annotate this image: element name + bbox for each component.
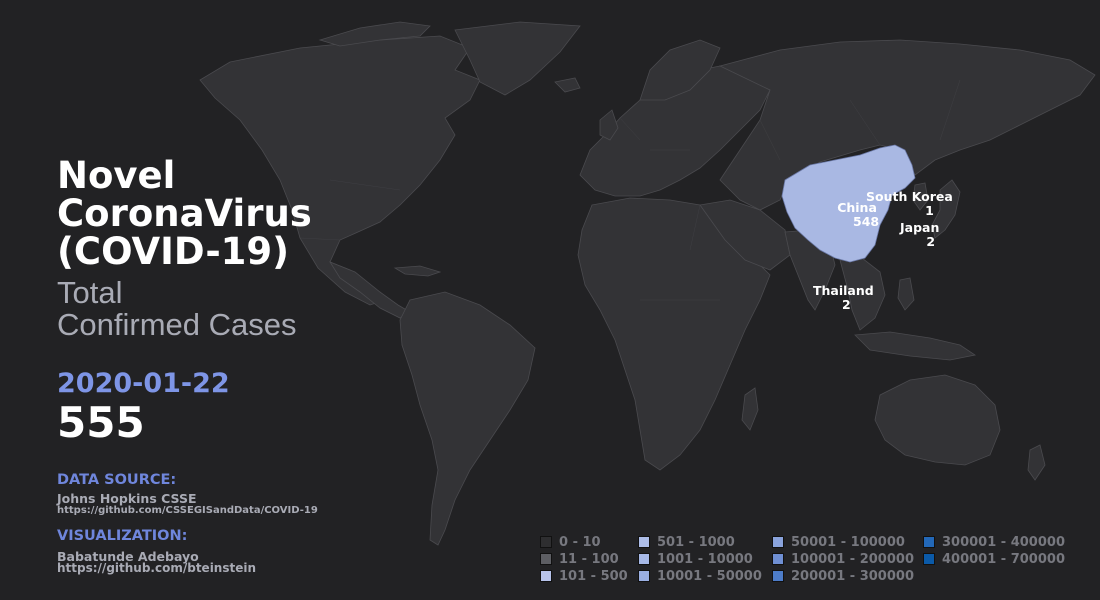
- legend-label: 11 - 100: [559, 551, 619, 567]
- land-korea: [912, 182, 929, 211]
- legend-item: 11 - 100: [540, 551, 619, 567]
- land-madagascar: [741, 387, 759, 431]
- legend-label: 1001 - 10000: [657, 551, 753, 567]
- country-label-japan: Japan 2: [900, 221, 939, 249]
- land-iceland: [554, 77, 581, 93]
- land-scandinavia: [639, 39, 721, 101]
- land-south-america: [399, 291, 536, 546]
- legend-label: 50001 - 100000: [791, 534, 905, 550]
- country-borders: [299, 79, 961, 301]
- land-new-zealand: [1027, 444, 1046, 481]
- legend-item: 501 - 1000: [638, 534, 735, 550]
- land-indonesia: [854, 331, 977, 361]
- legend-swatch: [772, 553, 784, 565]
- legend-label: 101 - 500: [559, 568, 628, 584]
- land-asia: [718, 39, 1096, 211]
- country-value: 548: [853, 214, 880, 229]
- land-philippines: [897, 277, 915, 311]
- legend-item: 100001 - 200000: [772, 551, 914, 567]
- legend-label: 10001 - 50000: [657, 568, 762, 584]
- country-value: 2: [926, 234, 936, 249]
- visualization-name: Babatunde Adebayo: [57, 549, 199, 564]
- legend-swatch: [540, 536, 552, 548]
- legend-swatch: [638, 536, 650, 548]
- legend-label: 400001 - 700000: [942, 551, 1065, 567]
- legend-item: 1001 - 10000: [638, 551, 753, 567]
- visualization-heading: VISUALIZATION:: [57, 528, 188, 544]
- legend-swatch: [772, 536, 784, 548]
- legend-swatch: [540, 553, 552, 565]
- visualization-url[interactable]: https://github.com/bteinstein: [57, 561, 257, 575]
- country-label-thailand: Thailand 2: [813, 284, 874, 312]
- land-china: [781, 144, 916, 263]
- data-source-url[interactable]: https://github.com/CSSEGISandData/COVID-…: [57, 505, 318, 516]
- land-southeast-asia: [839, 257, 886, 331]
- legend-swatch: [772, 570, 784, 582]
- legend-item: 50001 - 100000: [772, 534, 905, 550]
- data-source-name: Johns Hopkins CSSE: [57, 491, 197, 506]
- subtitle-line: Confirmed Cases: [57, 307, 297, 342]
- legend-label: 100001 - 200000: [791, 551, 914, 567]
- country-value: 2: [842, 297, 851, 312]
- legend-item: 400001 - 700000: [923, 551, 1065, 567]
- title-line: Novel: [57, 154, 176, 197]
- legend-item: 0 - 10: [540, 534, 601, 550]
- legend-item: 200001 - 300000: [772, 568, 914, 584]
- page-subtitle: Total Confirmed Cases: [57, 277, 387, 341]
- land-canada-islands: [318, 21, 431, 47]
- legend-swatch: [923, 553, 935, 565]
- country-name: Thailand: [813, 283, 874, 298]
- title-line: (COVID-19): [57, 230, 290, 273]
- legend-swatch: [638, 570, 650, 582]
- legend-label: 200001 - 300000: [791, 568, 914, 584]
- legend-label: 300001 - 400000: [942, 534, 1065, 550]
- country-label-south-korea: South Korea 1: [866, 190, 953, 218]
- legend-label: 0 - 10: [559, 534, 601, 550]
- land-europe: [579, 65, 771, 197]
- land-uk: [599, 109, 619, 141]
- subtitle-line: Total: [57, 275, 123, 310]
- page-title: Novel CoronaVirus (COVID-19): [57, 157, 357, 271]
- total-count: 555: [57, 398, 145, 447]
- country-name: China: [837, 200, 877, 215]
- land-caribbean: [393, 265, 442, 277]
- land-greenland: [454, 21, 581, 96]
- country-name: Japan: [900, 220, 940, 235]
- legend-item: 300001 - 400000: [923, 534, 1065, 550]
- country-value: 1: [925, 203, 934, 218]
- current-date: 2020-01-22: [57, 368, 230, 399]
- legend-swatch: [923, 536, 935, 548]
- legend-swatch: [638, 553, 650, 565]
- country-name: South Korea: [866, 189, 953, 204]
- legend-item: 101 - 500: [540, 568, 628, 584]
- map-legend: 0 - 10 11 - 100 101 - 500 501 - 1000 1001 - …: [540, 533, 1090, 593]
- legend-swatch: [540, 570, 552, 582]
- land-australia: [874, 374, 1001, 466]
- land-japan: [931, 179, 961, 239]
- legend-item: 10001 - 50000: [638, 568, 762, 584]
- legend-label: 501 - 1000: [657, 534, 735, 550]
- title-line: CoronaVirus: [57, 192, 312, 235]
- country-label-china: China 548: [835, 201, 879, 229]
- data-source-heading: DATA SOURCE:: [57, 472, 177, 488]
